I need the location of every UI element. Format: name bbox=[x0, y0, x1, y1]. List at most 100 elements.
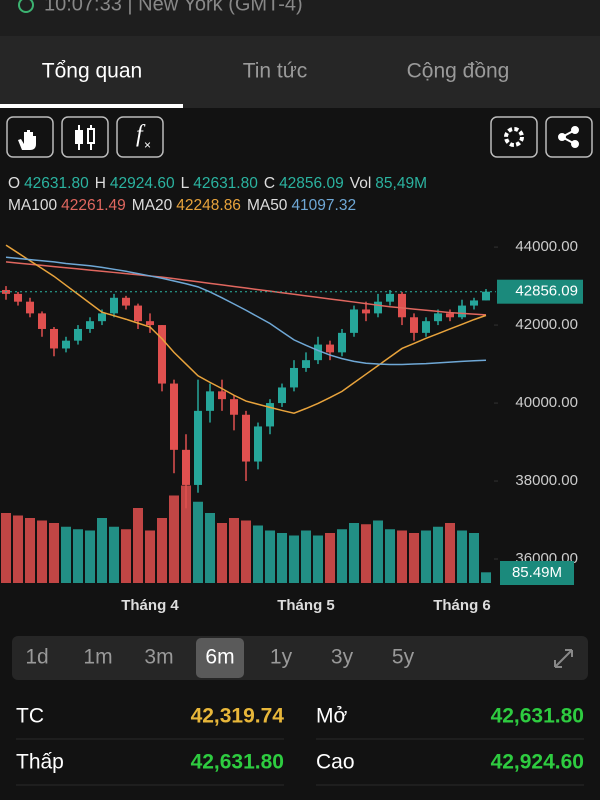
candle-body bbox=[338, 332, 346, 353]
volume-bar bbox=[397, 530, 407, 583]
legend-value: 42924.60 bbox=[110, 175, 175, 192]
range-button[interactable]: 6m bbox=[205, 646, 234, 669]
settings-button[interactable] bbox=[490, 116, 538, 158]
last-price-label: 42856.09 bbox=[515, 283, 578, 300]
range-bar bbox=[12, 636, 588, 680]
range-selected[interactable] bbox=[196, 638, 244, 678]
ma-line bbox=[5, 244, 487, 414]
tab[interactable]: Tổng quan bbox=[42, 60, 142, 83]
volume-bar bbox=[313, 535, 323, 583]
candle-body bbox=[254, 426, 262, 462]
stat-value: 42,631.80 bbox=[491, 705, 584, 728]
tab[interactable]: Tin tức bbox=[243, 60, 308, 83]
candle-body bbox=[26, 301, 34, 314]
volume-bar bbox=[217, 523, 227, 583]
legend-value: 42631.80 bbox=[193, 175, 258, 192]
candle-body bbox=[398, 293, 406, 318]
volume-bar bbox=[241, 520, 251, 583]
range-button[interactable]: 1y bbox=[270, 646, 293, 669]
candle-body bbox=[422, 321, 430, 333]
candle-button[interactable] bbox=[61, 116, 109, 158]
candle-body bbox=[482, 291, 490, 301]
stat-label: Mở bbox=[316, 705, 347, 728]
y-tick-label: 38000.00 bbox=[515, 472, 578, 489]
formula-icon: f bbox=[136, 122, 146, 148]
x-tick-label: Tháng 5 bbox=[277, 597, 335, 614]
tab[interactable]: Cộng đồng bbox=[407, 60, 510, 83]
volume-bar bbox=[37, 520, 47, 583]
range-button[interactable]: 1m bbox=[83, 646, 112, 669]
volume-bar bbox=[457, 530, 467, 583]
status-bar bbox=[0, 0, 600, 36]
volume-bar bbox=[25, 518, 35, 583]
legend-value: 41097.32 bbox=[291, 197, 356, 214]
stat-value: 42,631.80 bbox=[191, 751, 284, 774]
volume-bar bbox=[481, 572, 491, 583]
status-icon bbox=[18, 0, 34, 13]
indicator-button[interactable] bbox=[116, 116, 164, 158]
range-button[interactable]: 3m bbox=[144, 646, 173, 669]
candle-body bbox=[314, 344, 322, 361]
volume-bar bbox=[385, 529, 395, 583]
volume-label: 85.49M bbox=[512, 564, 562, 581]
range-button[interactable]: 3y bbox=[331, 646, 354, 669]
volume-bar bbox=[349, 523, 359, 583]
ohlc-legend: O 42631.80 H 42924.60 L 42631.80 C 42856.09 Vol 8… bbox=[8, 175, 427, 192]
volume-bar bbox=[325, 533, 335, 583]
range-button[interactable]: 1d bbox=[25, 646, 48, 669]
candle-body bbox=[374, 301, 382, 314]
legend-value: 85,49M bbox=[375, 175, 427, 192]
volume-bar bbox=[421, 530, 431, 583]
volume-bar bbox=[253, 525, 263, 583]
volume-bar bbox=[133, 508, 143, 583]
legend-key: O bbox=[8, 175, 20, 192]
gear-icon bbox=[504, 127, 524, 147]
range-buttons: 1d 1m 3m 6m 1y 3y 5y bbox=[25, 638, 415, 678]
share-button[interactable] bbox=[545, 116, 593, 158]
draw-button[interactable] bbox=[6, 116, 54, 158]
candle-body bbox=[74, 328, 82, 341]
last-price-box bbox=[497, 279, 583, 304]
expand-icon[interactable] bbox=[554, 649, 573, 668]
volume-bar bbox=[277, 533, 287, 583]
range-button[interactable]: 5y bbox=[392, 646, 415, 669]
volume-box bbox=[500, 561, 574, 585]
stat-value: 42,319.74 bbox=[191, 705, 285, 728]
candle-body bbox=[194, 410, 202, 485]
candle-body bbox=[446, 313, 454, 318]
legend-key: MA20 bbox=[132, 197, 173, 214]
candle-body bbox=[170, 383, 178, 450]
legend-value: 42248.86 bbox=[176, 197, 241, 214]
volume-bar bbox=[445, 523, 455, 583]
volume-bar bbox=[205, 513, 215, 583]
y-tick-label: 44000.00 bbox=[515, 238, 578, 255]
hand-icon bbox=[18, 130, 36, 150]
volume-bar bbox=[13, 515, 23, 583]
volume-bar bbox=[73, 529, 83, 583]
x-tick-label: Tháng 6 bbox=[433, 597, 491, 614]
candle-body bbox=[122, 297, 130, 306]
formula-icon-x: × bbox=[144, 138, 151, 152]
legend-key: Vol bbox=[350, 175, 372, 192]
status-text: 10:07:33 | New York (GMT-4) bbox=[44, 0, 303, 15]
legend-value: 42856.09 bbox=[279, 175, 344, 192]
volume-bar bbox=[373, 520, 383, 583]
volume-bar bbox=[361, 524, 371, 583]
candle-body bbox=[266, 403, 274, 427]
volume-bar bbox=[169, 495, 179, 583]
volume-bar bbox=[157, 518, 167, 583]
volume-bar bbox=[337, 529, 347, 583]
y-tick-label: 40000.00 bbox=[515, 394, 578, 411]
candle-body bbox=[38, 313, 46, 329]
x-tick-label: Tháng 4 bbox=[121, 597, 179, 614]
volume-bar bbox=[1, 513, 11, 583]
candle-body bbox=[290, 367, 298, 388]
candle-body bbox=[134, 305, 142, 322]
candle-body bbox=[86, 321, 94, 329]
candle-body bbox=[410, 317, 418, 333]
volume-bar bbox=[193, 501, 203, 583]
volume-bar bbox=[265, 530, 275, 583]
volume-bar bbox=[469, 533, 479, 583]
volume-bar bbox=[229, 518, 239, 583]
volume-bar bbox=[85, 530, 95, 583]
